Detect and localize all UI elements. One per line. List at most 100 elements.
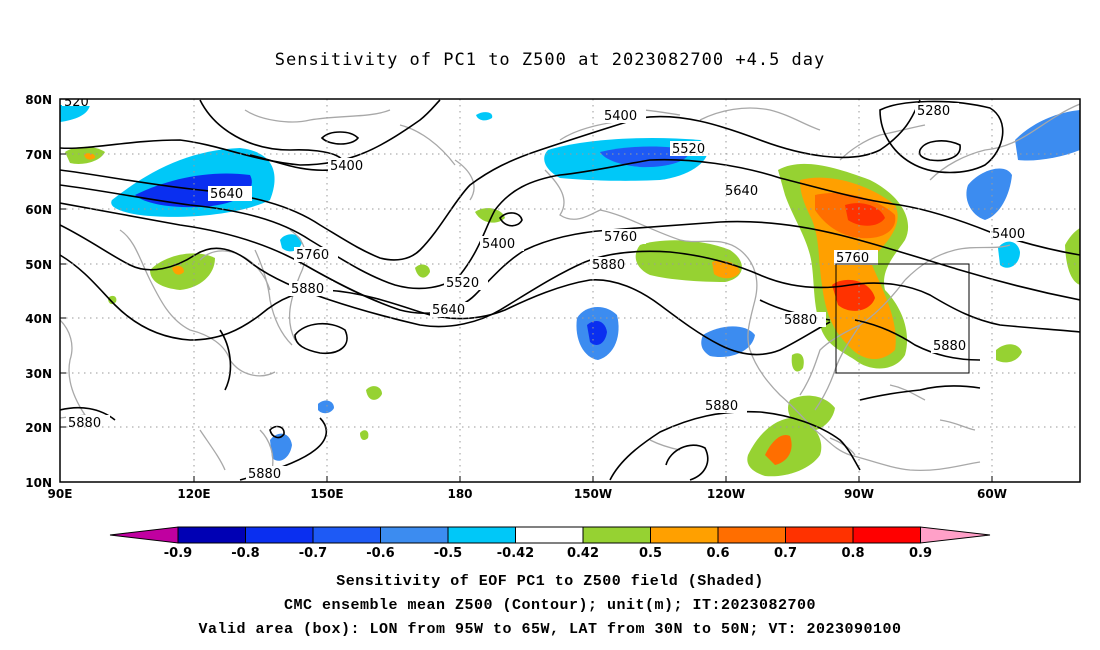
contour-label-5640-a: 5640	[210, 187, 243, 202]
longitude-labels: 90E 120E 150E 180 150W 120W 90W 60W	[48, 487, 1007, 501]
colorbar-swatch-3	[312, 526, 381, 544]
lon-label-120w: 120W	[707, 487, 745, 501]
pos-area-asia	[108, 295, 117, 305]
pos-area-caribbean	[788, 395, 835, 432]
contour-label-5640-c: 5640	[432, 303, 465, 318]
axis-ticks	[60, 98, 993, 483]
lat-label-80n: 80N	[25, 93, 52, 107]
contour-label-520: 520	[64, 95, 89, 110]
contour-label-5400-b: 5400	[330, 159, 363, 174]
contour-label-5520-b: 5520	[446, 276, 479, 291]
colorbar-swatch-5	[447, 526, 516, 544]
pos-area-west-pacific-2	[360, 430, 369, 441]
pos-area-atlantic-east	[996, 344, 1022, 363]
contour-label-5880-g: 5880	[248, 467, 281, 482]
contour-label-5280: 5280	[917, 104, 950, 119]
colorbar-label-m0.7: -0.7	[299, 546, 327, 561]
pos-area-pacific-2	[415, 264, 430, 278]
colorbar-label-m0.8: -0.8	[231, 546, 259, 561]
colorbar-label-0.9: 0.9	[909, 546, 932, 561]
contour-label-5880-e: 5880	[705, 399, 738, 414]
contour-label-5880-d: 5880	[933, 339, 966, 354]
colorbar-swatch-1	[177, 526, 246, 544]
colorbar-label-m0.6: -0.6	[366, 546, 394, 561]
colorbar-high-arrow	[920, 526, 991, 544]
neg-area-west-us	[701, 326, 755, 358]
colorbar-label-0.6: 0.6	[706, 546, 729, 561]
valid-area-box	[835, 263, 970, 374]
lat-label-20n: 20N	[25, 421, 52, 435]
pos-area-pacific-1	[475, 208, 505, 223]
neg-area-atlantic	[998, 241, 1020, 268]
contour-label-5880-f: 5880	[68, 416, 101, 431]
colorbar-label-m0.42: -0.42	[497, 546, 534, 561]
lat-label-50n: 50N	[25, 258, 52, 272]
colorbar-label-0.8: 0.8	[841, 546, 864, 561]
lat-label-10n: 10N	[25, 476, 52, 490]
neg-area-labrador	[966, 168, 1012, 220]
colorbar-label-m0.9: -0.9	[164, 546, 192, 561]
neg-area-greenland	[1015, 110, 1080, 161]
colorbar-swatch-8	[650, 526, 719, 544]
caption-contour: CMC ensemble mean Z500 (Contour); unit(m…	[283, 597, 817, 614]
colorbar-swatch-7	[582, 526, 651, 544]
contour-label-5400-c: 5400	[482, 237, 515, 252]
pos-area-baja	[791, 353, 804, 372]
colorbar-low-arrow	[109, 526, 179, 544]
pos-area-arctic-core	[84, 153, 96, 160]
neg-area-gulf-alaska-core	[587, 320, 607, 345]
sensitivity-shading	[60, 105, 1080, 477]
lon-label-120e: 120E	[177, 487, 210, 501]
contour-label-5880-c: 5880	[784, 313, 817, 328]
colorbar-label-0.5: 0.5	[639, 546, 662, 561]
colorbar-swatch-9	[717, 526, 786, 544]
neg-area-west-pacific-2	[318, 400, 334, 414]
lat-label-70n: 70N	[25, 148, 52, 162]
contour-label-5520-a: 5520	[672, 142, 705, 157]
contour-label-5400-d: 5400	[992, 227, 1025, 242]
lon-label-90e: 90E	[48, 487, 73, 501]
lon-label-90w: 90W	[844, 487, 874, 501]
latitude-labels: 80N 70N 60N 50N 40N 30N 20N 10N	[25, 93, 52, 490]
lon-label-180: 180	[447, 487, 472, 501]
colorbar-label-0.42: 0.42	[567, 546, 599, 561]
lat-label-30n: 30N	[25, 367, 52, 381]
map-frame	[59, 98, 1081, 483]
neg-area-arctic-mid	[476, 112, 493, 121]
colorbar-label-0.7: 0.7	[774, 546, 797, 561]
contour-label-5760-a: 5760	[296, 248, 329, 263]
pos-area-mexico-core	[765, 434, 792, 465]
colorbar	[109, 526, 991, 544]
colorbar-label-m0.5: -0.5	[434, 546, 462, 561]
z500-contours	[60, 99, 1080, 481]
lon-label-150e: 150E	[310, 487, 343, 501]
colorbar-swatch-10	[785, 526, 854, 544]
colorbar-labels: -0.9 -0.8 -0.7 -0.6 -0.5 -0.42 0.42 0.5 …	[164, 546, 932, 561]
lat-label-40n: 40N	[25, 312, 52, 326]
contour-label-5760-c: 5760	[836, 251, 869, 266]
caption-valid-area: Valid area (box): LON from 95W to 65W, L…	[198, 621, 902, 638]
lon-label-60w: 60W	[977, 487, 1007, 501]
lat-label-60n: 60N	[25, 203, 52, 217]
contour-label-5400-a: 5400	[604, 109, 637, 124]
pos-area-east-us-core	[832, 279, 875, 311]
colorbar-swatch-6	[515, 526, 584, 544]
neg-area-west-pacific	[270, 433, 292, 461]
pos-area-atlantic-far	[1065, 228, 1080, 285]
grid-lines	[60, 99, 1080, 482]
contour-label-5880-b: 5880	[592, 258, 625, 273]
pos-area-west-pacific	[366, 386, 382, 400]
caption-shading: Sensitivity of EOF PC1 to Z500 field (Sh…	[336, 573, 764, 590]
coastlines	[60, 103, 1080, 472]
neg-area-arctic-west	[60, 105, 90, 122]
colorbar-swatch-11	[852, 526, 921, 544]
contour-label-5880-a: 5880	[291, 282, 324, 297]
colorbar-swatch-4	[380, 526, 449, 544]
colorbar-swatch-2	[245, 526, 314, 544]
pos-area-siberia-core	[172, 265, 184, 275]
map-title: Sensitivity of PC1 to Z500 at 2023082700…	[274, 50, 826, 70]
contour-label-5640-b: 5640	[725, 184, 758, 199]
neg-area-bering-core	[600, 146, 690, 168]
pos-area-east-us-core2	[845, 203, 885, 226]
